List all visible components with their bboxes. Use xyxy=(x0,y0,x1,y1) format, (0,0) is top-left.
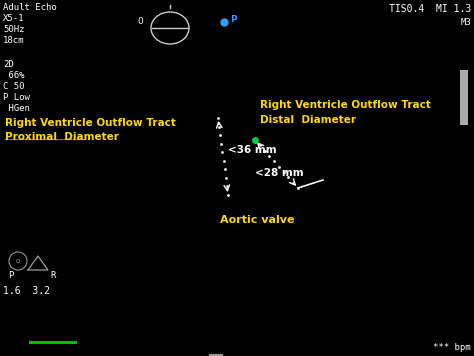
Text: HGen: HGen xyxy=(3,104,30,113)
Text: Adult Echo: Adult Echo xyxy=(3,3,57,12)
Text: Proximal  Diameter: Proximal Diameter xyxy=(5,132,119,142)
Text: 18cm: 18cm xyxy=(3,36,25,45)
Text: __________________: __________________ xyxy=(5,132,86,141)
Text: 0: 0 xyxy=(137,17,143,26)
Text: X5-1: X5-1 xyxy=(3,14,25,23)
Text: C 50: C 50 xyxy=(3,82,25,91)
Text: P Low: P Low xyxy=(3,93,30,102)
Text: R: R xyxy=(50,271,55,280)
Text: <28 mm: <28 mm xyxy=(255,168,304,178)
Text: *** bpm: *** bpm xyxy=(433,343,471,352)
Text: 2D: 2D xyxy=(3,60,14,69)
Text: P: P xyxy=(8,271,13,280)
Text: Distal  Diameter: Distal Diameter xyxy=(260,115,356,125)
Text: 66%: 66% xyxy=(3,71,25,80)
Text: P: P xyxy=(230,16,237,25)
Text: Right Ventricle Outflow Tract: Right Ventricle Outflow Tract xyxy=(260,100,431,110)
Text: 50Hz: 50Hz xyxy=(3,25,25,34)
Text: <36 mm: <36 mm xyxy=(228,145,277,155)
Text: M3: M3 xyxy=(460,18,471,27)
Text: TIS0.4  MI 1.3: TIS0.4 MI 1.3 xyxy=(389,4,471,14)
Text: o: o xyxy=(16,258,20,264)
Text: Aortic valve: Aortic valve xyxy=(220,215,294,225)
Bar xyxy=(460,70,468,125)
Text: Right Ventricle Outflow Tract: Right Ventricle Outflow Tract xyxy=(5,118,176,128)
Text: 1.6  3.2: 1.6 3.2 xyxy=(3,286,50,296)
